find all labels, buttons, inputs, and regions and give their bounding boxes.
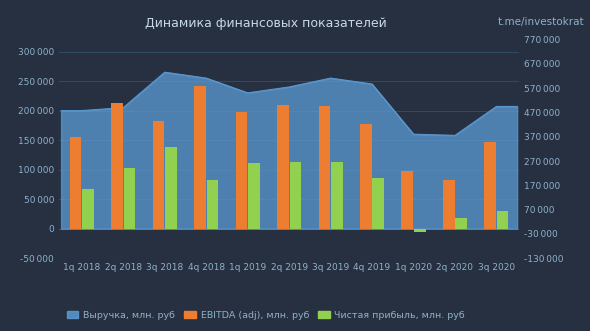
Bar (82, 189, 94, 229)
Bar (484, 142, 496, 229)
Bar (70, 137, 81, 229)
Legend: Выручка, млн. руб, EBITDA (adj), млн. руб, Чистая прибыль, млн. руб: Выручка, млн. руб, EBITDA (adj), млн. ру… (63, 307, 469, 323)
Bar (497, 211, 509, 229)
Bar (290, 162, 301, 229)
Bar (414, 229, 425, 232)
Bar (319, 107, 330, 229)
Bar (112, 103, 123, 229)
Bar (153, 120, 164, 229)
Text: Динамика финансовых показателей: Динамика финансовых показателей (145, 17, 386, 29)
Bar (165, 147, 177, 229)
Bar (360, 123, 372, 229)
Bar (401, 171, 413, 229)
Bar (235, 112, 247, 229)
Bar (248, 163, 260, 229)
Bar (206, 180, 218, 229)
Bar (124, 168, 135, 229)
Bar (372, 178, 384, 229)
Bar (277, 105, 289, 229)
Bar (455, 218, 467, 229)
Text: t.me/investokrat: t.me/investokrat (497, 17, 584, 26)
Bar (443, 180, 454, 229)
Bar (194, 86, 206, 229)
Bar (331, 162, 343, 229)
